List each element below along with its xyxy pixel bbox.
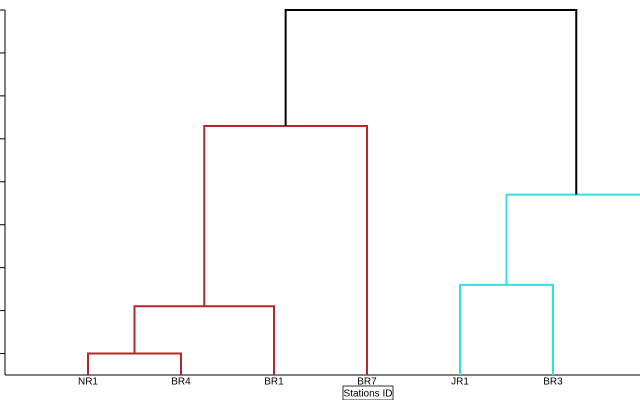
x-tick-label: BR4 [171, 377, 191, 388]
dendrogram-link [284, 9, 578, 195]
x-tick-label: BR1 [264, 377, 284, 388]
x-tick-label: JR1 [451, 377, 469, 388]
x-tick-label: BR3 [543, 377, 563, 388]
x-tick-label: BR7 [357, 377, 377, 388]
dendrogram-link [133, 305, 275, 375]
x-tick-label: NR1 [78, 377, 98, 388]
x-axis-label: Stations ID [344, 389, 393, 400]
dendrogram-link [459, 283, 554, 375]
dendrogram-link [87, 352, 182, 375]
dendrogram-link [203, 124, 368, 375]
x-label-box [342, 385, 394, 400]
